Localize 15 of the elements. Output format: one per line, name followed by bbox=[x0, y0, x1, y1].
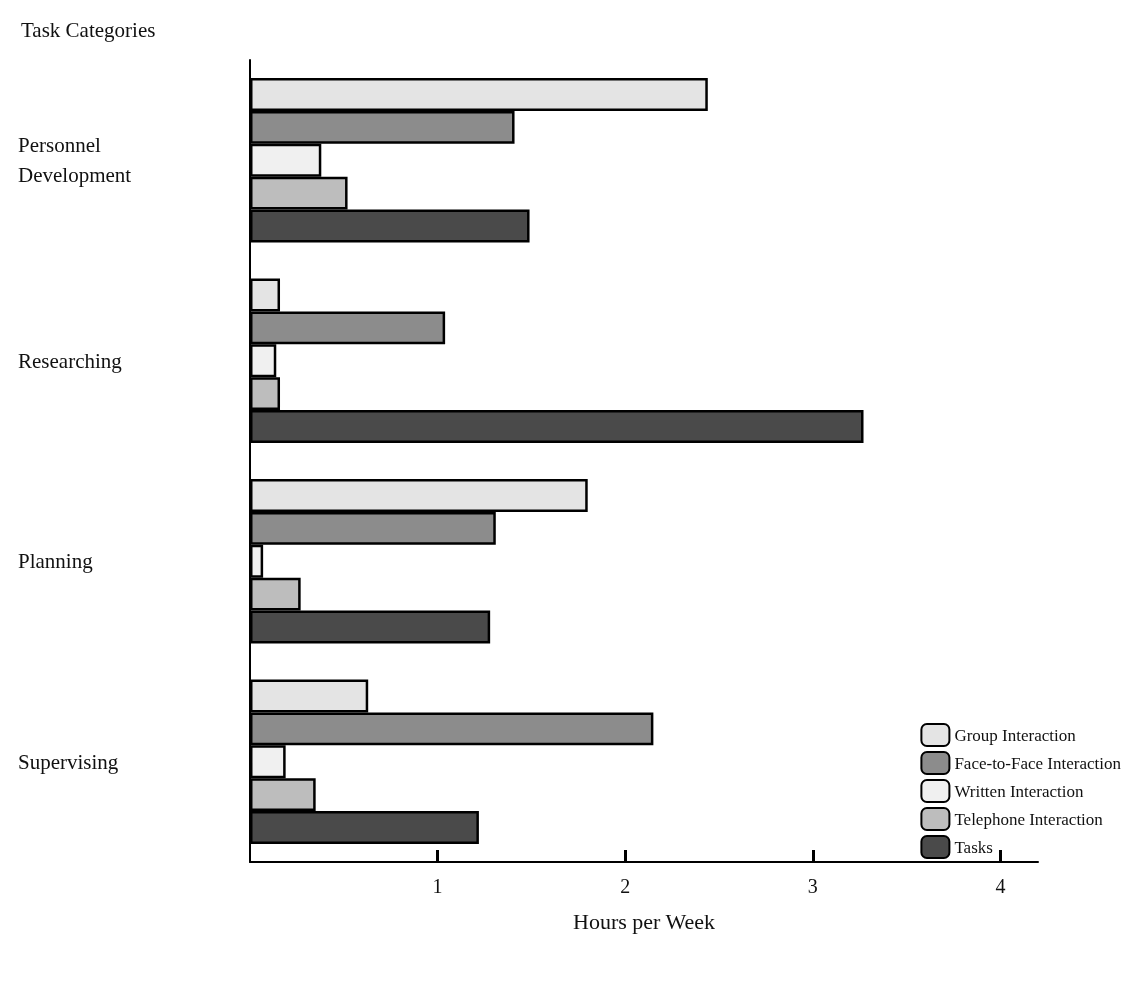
y-tick-label: Supervising bbox=[18, 749, 119, 774]
y-tick-label: Researching bbox=[18, 348, 123, 373]
legend-label: Telephone Interaction bbox=[954, 809, 1104, 829]
x-tick-label: 1 bbox=[432, 875, 443, 897]
y-axis-title: Task Categories bbox=[21, 17, 156, 42]
y-tick-label: Planning bbox=[18, 549, 94, 574]
x-tick-label: 3 bbox=[807, 875, 818, 897]
y-tick-label: Personnel Development bbox=[18, 133, 132, 188]
legend-label: Face-to-Face Interaction bbox=[954, 753, 1122, 773]
legend-label: Written Interaction bbox=[954, 781, 1085, 801]
legend-label: Group Interaction bbox=[954, 725, 1077, 745]
legend-label: Tasks bbox=[954, 837, 993, 857]
x-axis-title: Hours per Week bbox=[572, 908, 716, 934]
x-tick-label: 4 bbox=[995, 875, 1006, 897]
x-tick-label: 2 bbox=[620, 875, 631, 897]
